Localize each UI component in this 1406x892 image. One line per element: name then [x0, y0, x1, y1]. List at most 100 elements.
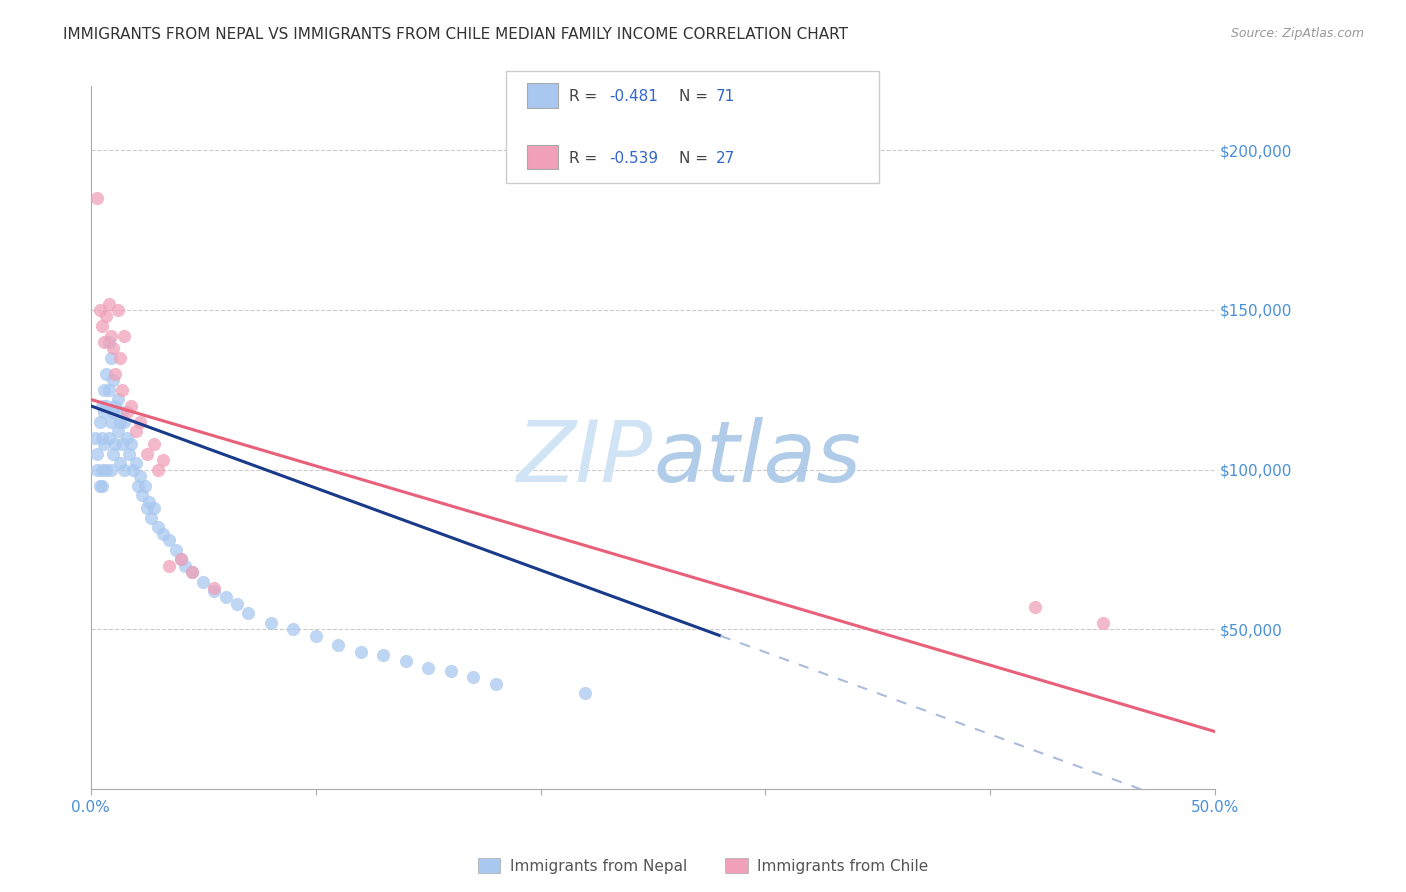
Point	[152, 526, 174, 541]
Point	[107, 425, 129, 439]
Point	[86, 463, 108, 477]
Point	[142, 501, 165, 516]
Point	[101, 447, 124, 461]
Point	[96, 463, 118, 477]
Point	[152, 453, 174, 467]
Text: -0.539: -0.539	[609, 152, 658, 166]
Point	[281, 623, 304, 637]
Text: 71: 71	[716, 89, 735, 103]
Point	[129, 415, 152, 429]
Point	[93, 437, 115, 451]
Point	[304, 629, 326, 643]
Point	[89, 415, 111, 429]
Point	[1024, 600, 1046, 615]
Point	[107, 303, 129, 318]
Text: Source: ZipAtlas.com: Source: ZipAtlas.com	[1230, 27, 1364, 40]
Point	[138, 494, 160, 508]
Point	[191, 574, 214, 589]
Point	[97, 334, 120, 349]
Point	[259, 615, 281, 630]
Point	[134, 478, 156, 492]
Point	[104, 437, 127, 451]
Text: R =: R =	[569, 152, 603, 166]
Point	[112, 415, 135, 429]
Point	[165, 542, 187, 557]
Point	[122, 463, 145, 477]
Point	[104, 367, 127, 381]
Point	[416, 661, 439, 675]
Point	[142, 437, 165, 451]
Text: N =: N =	[679, 152, 713, 166]
Point	[484, 677, 506, 691]
Point	[180, 565, 202, 579]
Point	[111, 405, 134, 419]
Text: R =: R =	[569, 89, 603, 103]
Point	[120, 437, 142, 451]
Point	[169, 552, 191, 566]
Point	[135, 447, 157, 461]
Point	[100, 463, 122, 477]
Point	[135, 501, 157, 516]
Point	[108, 351, 131, 365]
Point	[108, 415, 131, 429]
Point	[157, 558, 180, 573]
Point	[86, 191, 108, 205]
Point	[89, 303, 111, 318]
Point	[84, 431, 107, 445]
Point	[326, 639, 349, 653]
Point	[236, 607, 259, 621]
Text: IMMIGRANTS FROM NEPAL VS IMMIGRANTS FROM CHILE MEDIAN FAMILY INCOME CORRELATION : IMMIGRANTS FROM NEPAL VS IMMIGRANTS FROM…	[63, 27, 848, 42]
Point	[202, 584, 225, 599]
Point	[93, 383, 115, 397]
Point	[97, 383, 120, 397]
Point	[157, 533, 180, 547]
Point	[127, 478, 149, 492]
Point	[90, 399, 112, 413]
Point	[202, 581, 225, 595]
Point	[90, 431, 112, 445]
Point	[97, 296, 120, 310]
Point	[101, 341, 124, 355]
Point	[96, 399, 118, 413]
Point	[100, 328, 122, 343]
Point	[93, 334, 115, 349]
Point	[86, 447, 108, 461]
Point	[169, 552, 191, 566]
Point	[118, 447, 141, 461]
Point	[120, 399, 142, 413]
Point	[180, 565, 202, 579]
Point	[90, 478, 112, 492]
Point	[111, 383, 134, 397]
Point	[97, 431, 120, 445]
Text: N =: N =	[679, 89, 713, 103]
Text: atlas: atlas	[652, 417, 860, 500]
Legend: Immigrants from Nepal, Immigrants from Chile: Immigrants from Nepal, Immigrants from C…	[471, 852, 935, 880]
Point	[112, 328, 135, 343]
Point	[111, 437, 134, 451]
Text: -0.481: -0.481	[609, 89, 658, 103]
Point	[104, 399, 127, 413]
Point	[96, 367, 118, 381]
Text: 27: 27	[716, 152, 735, 166]
Point	[129, 469, 152, 483]
Point	[214, 591, 236, 605]
Point	[101, 405, 124, 419]
Point	[90, 463, 112, 477]
Point	[124, 425, 146, 439]
Point	[146, 520, 169, 534]
Point	[101, 373, 124, 387]
Point	[100, 415, 122, 429]
Point	[574, 686, 596, 700]
Point	[141, 510, 163, 524]
Point	[461, 670, 484, 684]
Point	[349, 645, 371, 659]
Point	[107, 392, 129, 407]
Point	[108, 456, 131, 470]
Point	[174, 558, 197, 573]
Point	[371, 648, 394, 662]
Point	[124, 456, 146, 470]
Point	[112, 463, 135, 477]
Point	[89, 478, 111, 492]
Text: ZIP: ZIP	[517, 417, 652, 500]
Point	[146, 463, 169, 477]
